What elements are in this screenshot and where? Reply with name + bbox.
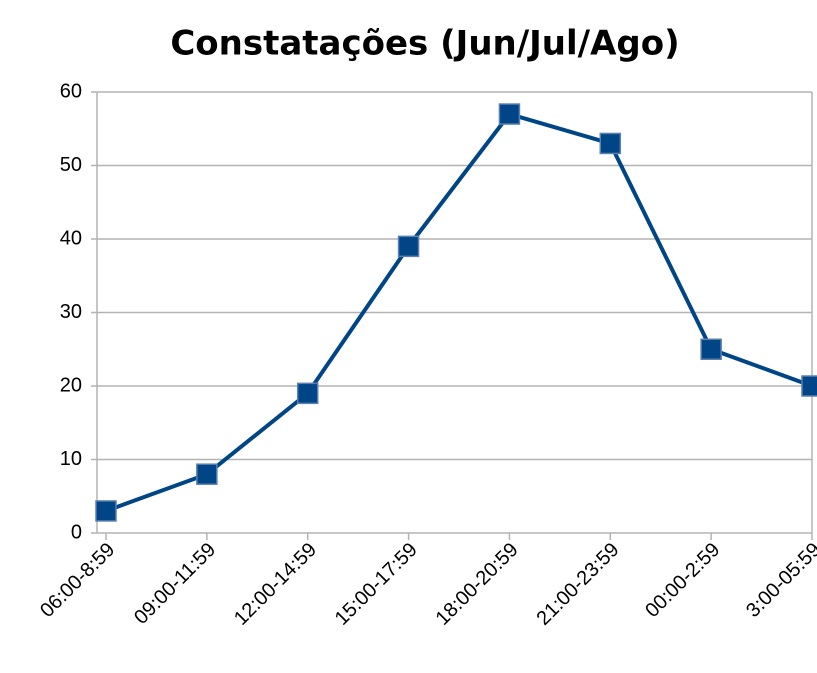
y-tick-label: 0 (71, 521, 82, 543)
marker (599, 132, 622, 155)
x-tick-label: 18:00-20:59 (432, 539, 523, 630)
marker (397, 235, 420, 258)
x-tick-label: 06:00-8:59 (36, 539, 119, 622)
x-tick-label: 00:00-2:59 (641, 539, 724, 622)
marker (700, 338, 722, 360)
y-tick-label: 60 (60, 80, 82, 102)
y-tick-label: 20 (60, 374, 82, 396)
marker (801, 375, 817, 397)
chart-title: Constatações (Jun/Jul/Ago) (170, 24, 679, 64)
x-tick-label: 09:00-11:59 (130, 539, 220, 629)
y-tick-label: 40 (60, 227, 82, 249)
marker (196, 463, 218, 485)
x-tick-label: 3:00-05:59 (742, 539, 817, 622)
y-tick-label: 30 (60, 301, 82, 323)
y-tick-label: 10 (60, 448, 82, 470)
line (105, 112, 813, 513)
marker (498, 103, 521, 125)
y-tick-label: 50 (60, 154, 82, 176)
x-tick-label: 12:00-14:59 (230, 539, 321, 630)
marker (95, 500, 117, 522)
x-tick-label: 15:00-17:59 (331, 539, 422, 630)
x-tick-label: 21:00-23:59 (533, 539, 624, 630)
marker (296, 382, 319, 405)
